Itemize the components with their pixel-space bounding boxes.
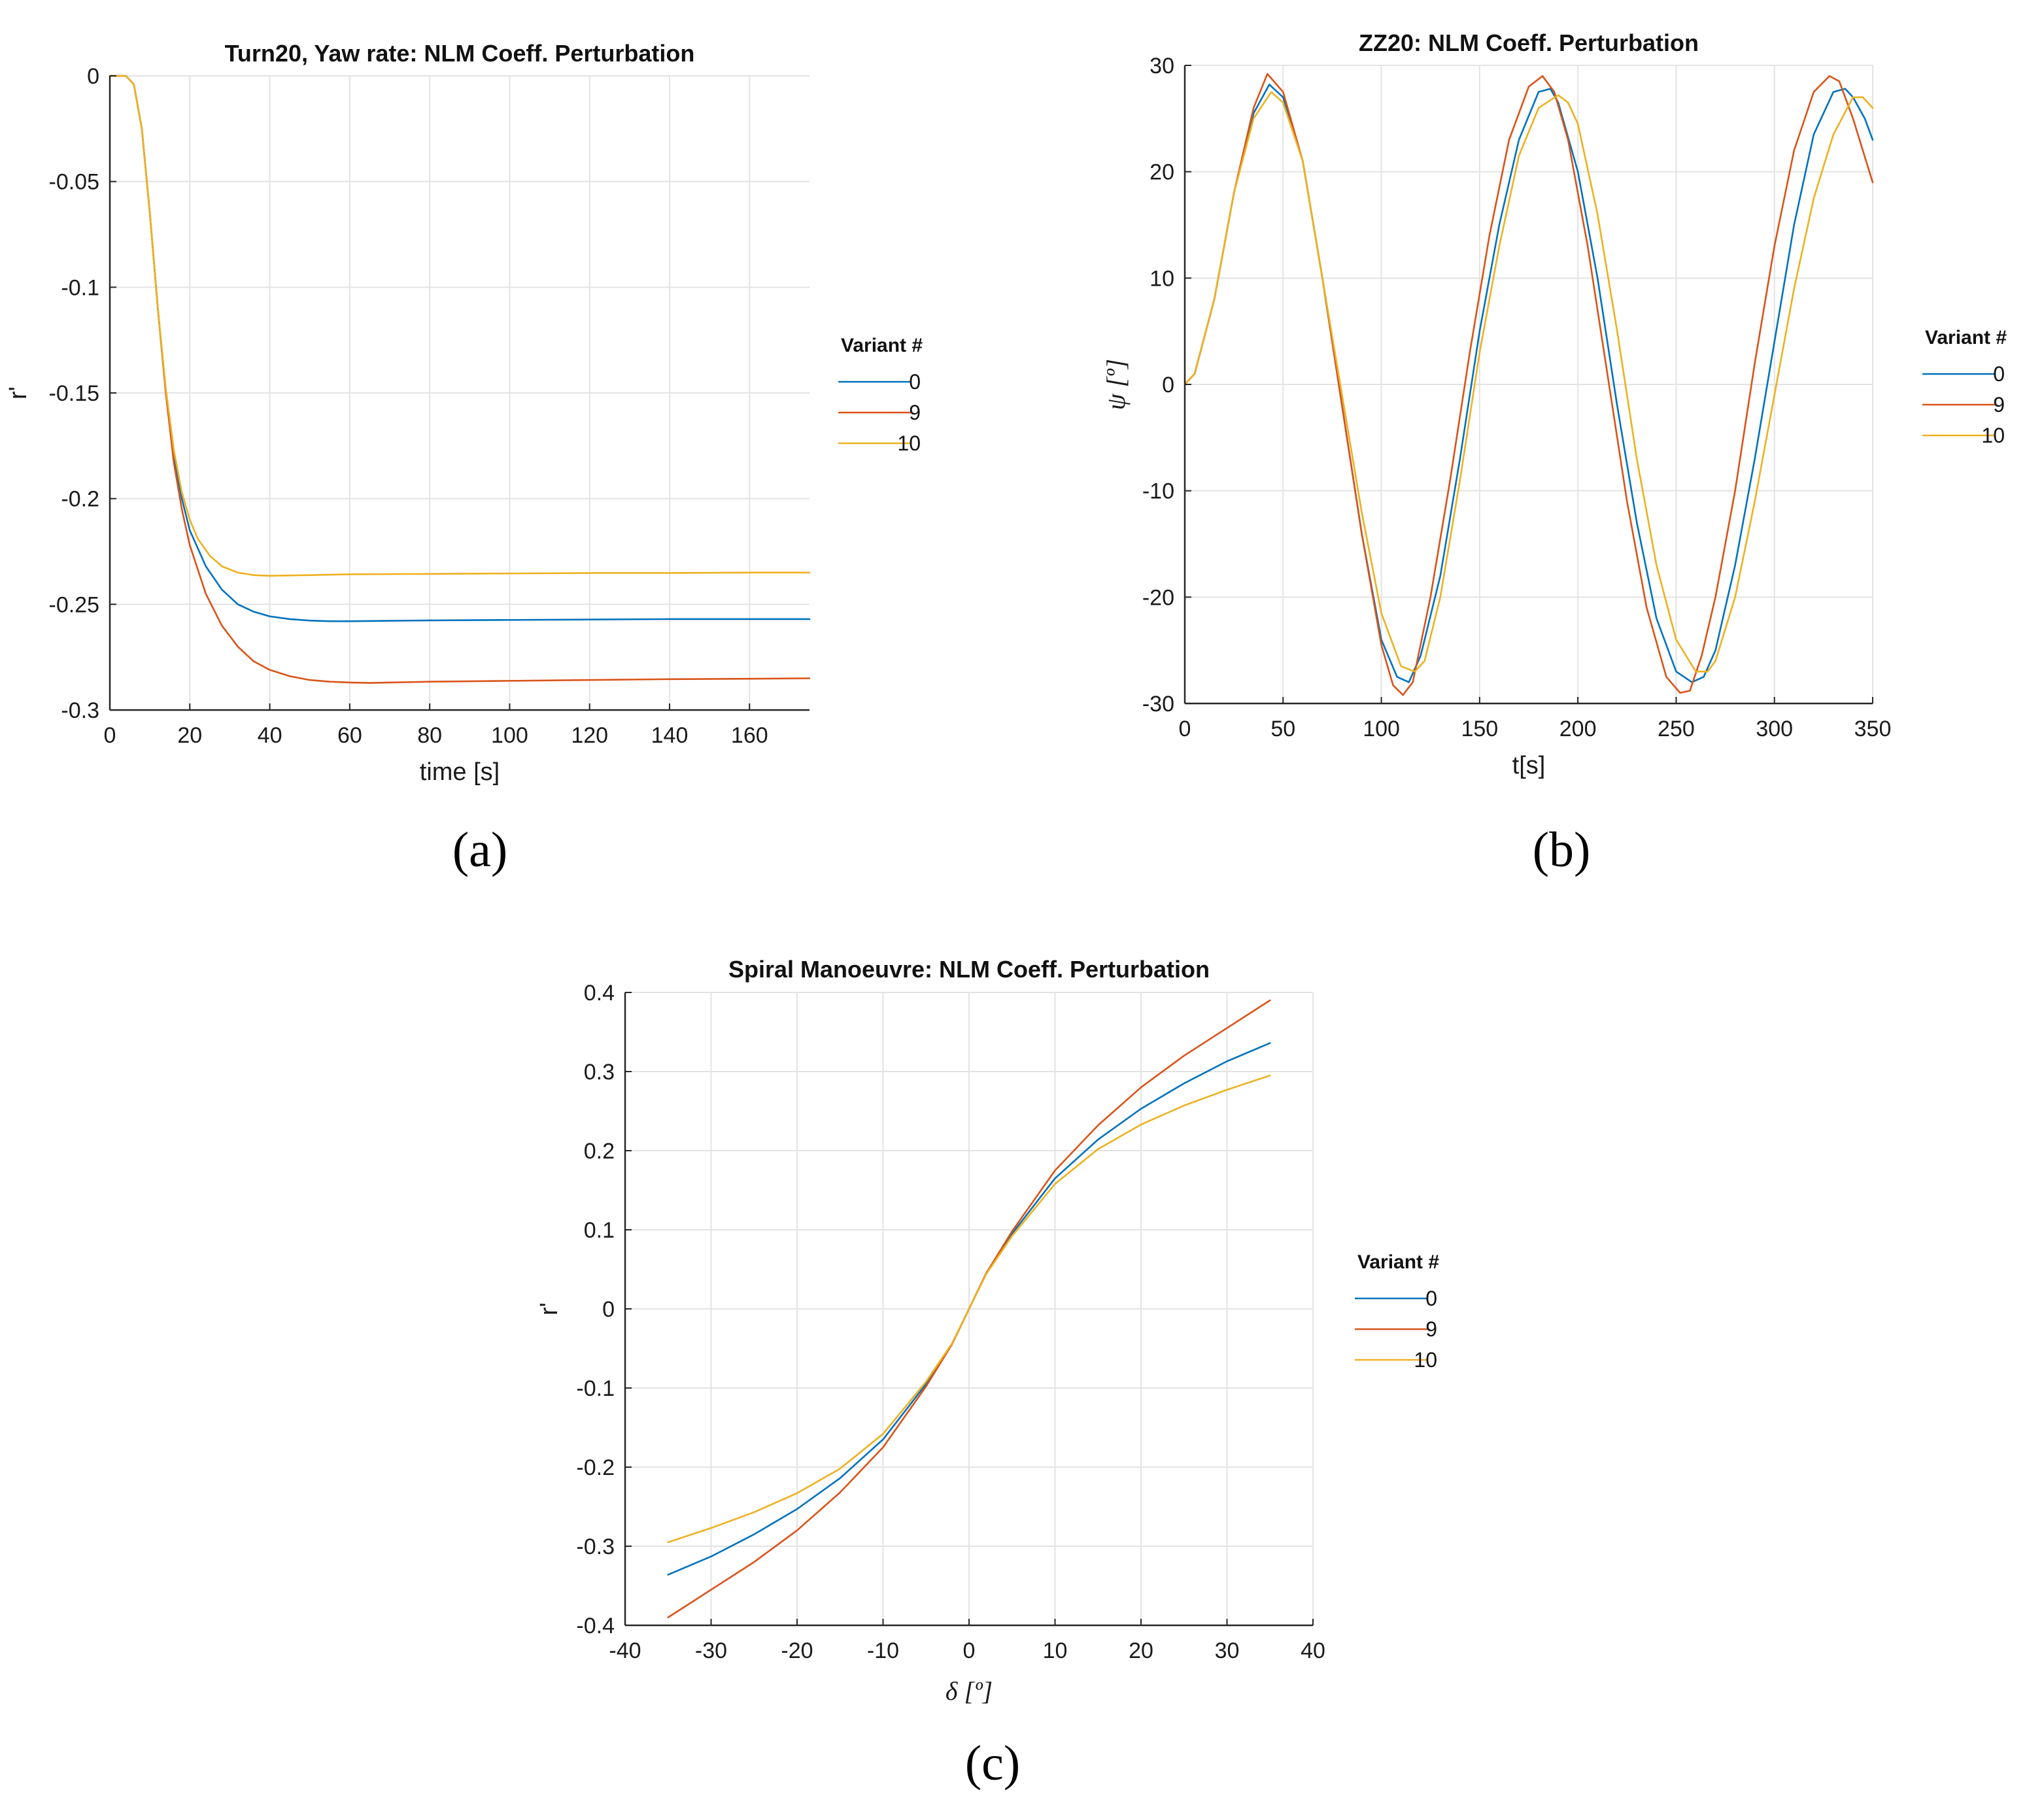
y-tick-label: -0.4 bbox=[576, 1614, 615, 1638]
series-line-variant-10 bbox=[109, 75, 811, 577]
y-tick-label: -0.2 bbox=[61, 487, 99, 512]
y-tick-label: -0.05 bbox=[49, 170, 100, 195]
x-tick-label: 250 bbox=[1658, 717, 1695, 741]
x-tick-label: 40 bbox=[1301, 1638, 1325, 1663]
x-tick-label: 0 bbox=[1179, 717, 1191, 741]
panel-tag: (c) bbox=[965, 1736, 1020, 1791]
x-axis-label: δ [º] bbox=[945, 1676, 993, 1706]
y-tick-label: -0.3 bbox=[61, 698, 99, 723]
chart-panel-b: 0 50 100 150 200 250 300 3503020100-10-20-30ZZ2… bbox=[1101, 29, 2007, 877]
y-tick-label: 20 bbox=[1150, 160, 1174, 185]
y-tick-label: -0.2 bbox=[576, 1455, 615, 1480]
y-tick-label: -0.25 bbox=[49, 592, 100, 617]
panel-tag: (a) bbox=[452, 822, 507, 877]
y-tick-label: -0.1 bbox=[576, 1376, 615, 1401]
x-tick-label: 100 bbox=[491, 723, 528, 748]
x-tick-label: 120 bbox=[571, 723, 608, 748]
legend-label: 10 bbox=[1981, 424, 2005, 447]
y-axis-label: r' bbox=[5, 386, 32, 399]
x-tick-label: 160 bbox=[731, 723, 768, 748]
x-tick-label: -10 bbox=[867, 1638, 899, 1663]
x-tick-label: 140 bbox=[651, 723, 689, 748]
legend: Variant # 0 9 10 bbox=[1355, 1251, 1439, 1372]
x-tick-label: 0 bbox=[104, 723, 116, 748]
x-tick-label: 100 bbox=[1363, 717, 1400, 741]
legend-title: Variant # bbox=[1357, 1251, 1439, 1273]
y-tick-label: 0.3 bbox=[584, 1060, 615, 1085]
y-tick-label: 0.1 bbox=[584, 1218, 615, 1243]
x-tick-label: 150 bbox=[1461, 717, 1498, 741]
series-group bbox=[1184, 73, 1874, 696]
legend-title: Variant # bbox=[1925, 327, 2007, 348]
x-tick-label: 0 bbox=[963, 1638, 976, 1663]
y-axis-label: ψ [º] bbox=[1101, 359, 1131, 410]
series-line-variant-10 bbox=[1184, 91, 1874, 673]
y-tick-label: 0 bbox=[87, 64, 99, 89]
x-tick-label: 40 bbox=[258, 723, 282, 748]
x-tick-label: 20 bbox=[177, 723, 202, 748]
legend: Variant # 0 9 10 bbox=[1922, 327, 2007, 447]
chart-panel-a: 0 20 40 60 80 100 120 140 1600-0.05-0.1-0.15-0.2… bbox=[5, 40, 923, 877]
x-tick-label: 200 bbox=[1559, 717, 1597, 741]
x-axis-label: time [s] bbox=[420, 758, 500, 786]
legend-label: 10 bbox=[1414, 1348, 1437, 1372]
x-tick-label: 50 bbox=[1270, 717, 1295, 741]
panel-tag: (b) bbox=[1533, 822, 1591, 877]
x-tick-label: 10 bbox=[1043, 1638, 1068, 1663]
grid bbox=[109, 75, 809, 711]
x-tick-label: 350 bbox=[1854, 717, 1892, 741]
legend-label: 0 bbox=[1425, 1287, 1437, 1310]
series-group bbox=[109, 75, 811, 684]
legend: Variant # 0 9 10 bbox=[838, 335, 923, 455]
legend-title: Variant # bbox=[841, 335, 923, 356]
x-axis-label: t[s] bbox=[1512, 752, 1546, 779]
chart-title: ZZ20: NLM Coeff. Perturbation bbox=[1359, 29, 1699, 56]
y-tick-label: 10 bbox=[1150, 266, 1174, 291]
chart-panel-c: -40 -30 -20 -10 0 10 20 30 40 0.4 0.3 0.2 0.1 0 -0.1 -0… bbox=[536, 956, 1439, 1791]
y-tick-label: 0 bbox=[1162, 373, 1174, 398]
y-axis-label: r' bbox=[536, 1302, 563, 1315]
legend-label: 0 bbox=[1993, 362, 2005, 386]
series-line-variant-10 bbox=[667, 1074, 1271, 1544]
y-tick-label: 0.4 bbox=[584, 981, 615, 1006]
chart-title: Turn20, Yaw rate: NLM Coeff. Perturbatio… bbox=[225, 40, 695, 67]
series-group bbox=[667, 999, 1271, 1619]
legend-label: 10 bbox=[897, 432, 921, 455]
y-tick-label: 0 bbox=[602, 1297, 615, 1322]
x-tick-label: -30 bbox=[695, 1638, 727, 1663]
legend-label: 0 bbox=[909, 370, 921, 394]
x-tick-label: 60 bbox=[337, 723, 362, 748]
x-tick-label: -20 bbox=[781, 1638, 813, 1663]
y-tick-label: -0.15 bbox=[49, 381, 100, 406]
x-tick-label: -40 bbox=[609, 1638, 641, 1663]
legend-label: 9 bbox=[1425, 1317, 1437, 1341]
y-tick-label: -0.1 bbox=[61, 275, 99, 300]
legend-label: 9 bbox=[909, 401, 921, 424]
y-tick-label: -30 bbox=[1142, 692, 1174, 717]
x-tick-label: 20 bbox=[1129, 1638, 1153, 1663]
legend-label: 9 bbox=[1993, 393, 2005, 416]
y-tick-label: 0.2 bbox=[584, 1139, 615, 1164]
x-tick-label: 80 bbox=[417, 723, 442, 748]
y-tick-label: 30 bbox=[1150, 54, 1174, 78]
x-tick-label: 300 bbox=[1756, 717, 1793, 741]
chart-title: Spiral Manoeuvre: NLM Coeff. Perturbatio… bbox=[728, 956, 1210, 983]
x-tick-label: 30 bbox=[1215, 1638, 1240, 1663]
y-tick-label: -10 bbox=[1142, 479, 1174, 504]
y-tick-label: -20 bbox=[1142, 585, 1174, 610]
y-tick-label: -0.3 bbox=[576, 1534, 615, 1559]
